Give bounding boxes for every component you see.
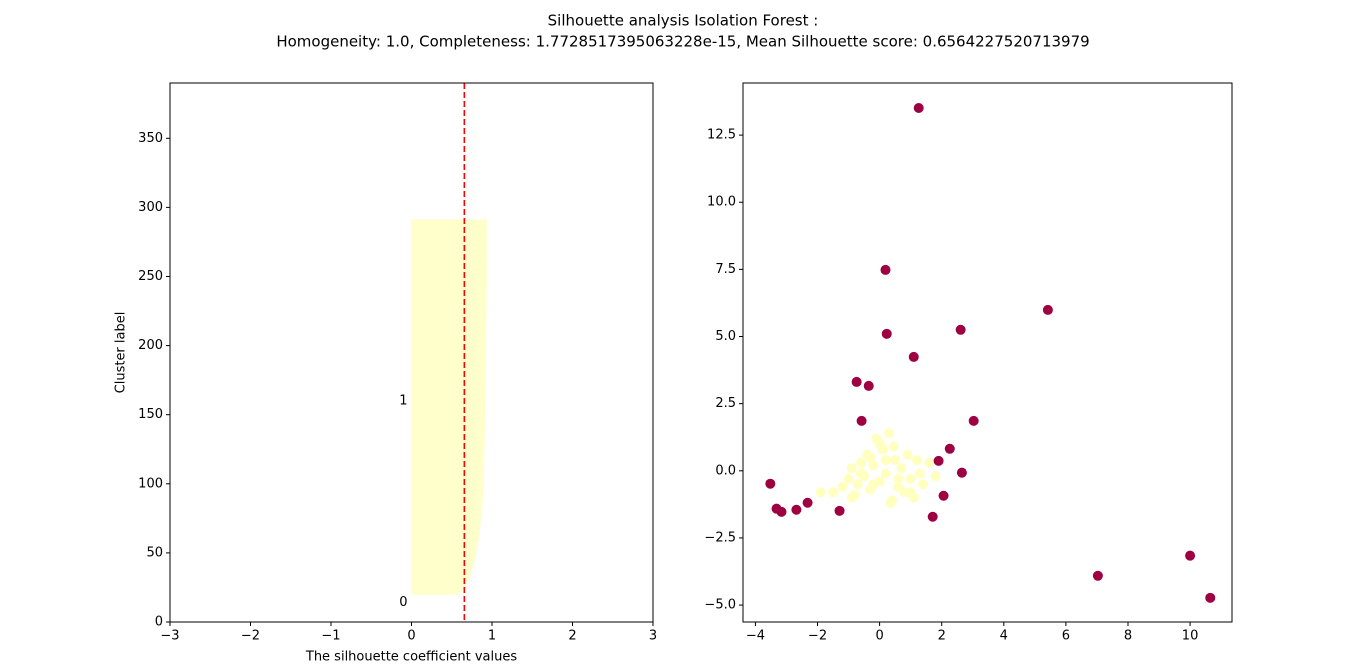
point: [918, 479, 929, 490]
y-tick-label: 0.0: [715, 463, 736, 478]
point: [893, 473, 904, 484]
point: [863, 380, 874, 391]
point: [765, 478, 776, 489]
point: [885, 498, 896, 509]
y-tick-label: 2.5: [715, 396, 736, 411]
y-tick-label: 250: [138, 269, 163, 284]
point: [868, 479, 879, 490]
point: [868, 460, 879, 471]
x-tick-label: 0: [875, 629, 883, 644]
point: [933, 455, 944, 466]
point: [908, 351, 919, 362]
point: [865, 452, 876, 463]
point: [880, 264, 891, 275]
point: [834, 505, 845, 516]
x-tick-label: −3: [160, 629, 179, 644]
point: [874, 438, 885, 449]
y-tick-label: 10.0: [707, 195, 736, 210]
point: [914, 468, 925, 479]
point: [881, 328, 892, 339]
point: [911, 455, 922, 466]
point: [851, 376, 862, 387]
figure-subtitle: Homogeneity: 1.0, Completeness: 1.772851…: [276, 33, 1089, 51]
point: [1185, 550, 1196, 561]
point: [855, 457, 866, 468]
point: [852, 479, 863, 490]
point: [955, 324, 966, 335]
cluster-label: 1: [399, 393, 407, 408]
point: [856, 415, 867, 426]
x-tick-label: 2: [938, 629, 946, 644]
x-tick-label: 1: [488, 629, 496, 644]
point: [776, 506, 787, 517]
point: [927, 511, 938, 522]
point: [846, 463, 857, 474]
y-tick-label: 100: [138, 476, 163, 491]
point: [791, 504, 802, 515]
point: [880, 455, 891, 466]
y-tick-label: 150: [138, 407, 163, 422]
point: [944, 443, 955, 454]
y-tick-label: 300: [138, 200, 163, 215]
point: [888, 441, 899, 452]
y-tick-label: −5.0: [704, 598, 736, 613]
x-tick-label: 3: [649, 629, 657, 644]
x-tick-label: 0: [407, 629, 415, 644]
y-tick-label: 200: [138, 338, 163, 353]
x-tick-label: 2: [568, 629, 576, 644]
point: [902, 449, 913, 460]
point: [905, 473, 916, 484]
x-tick-label: −2: [808, 629, 827, 644]
axes-frame: [742, 82, 1233, 623]
point: [837, 481, 848, 492]
point: [1042, 304, 1053, 315]
y-tick-label: 7.5: [715, 262, 736, 277]
cluster-label: 0: [399, 595, 407, 610]
point: [956, 467, 967, 478]
point: [802, 497, 813, 508]
point: [880, 468, 891, 479]
point: [1205, 592, 1216, 603]
x-tick-label: 8: [1124, 629, 1132, 644]
y-tick-label: 12.5: [707, 128, 736, 143]
x-tick-label: −1: [321, 629, 340, 644]
point: [896, 463, 907, 474]
figure-title: Silhouette analysis Isolation Forest :: [548, 12, 819, 30]
y-tick-label: 0: [155, 615, 163, 630]
point: [924, 457, 935, 468]
point: [968, 415, 979, 426]
x-tick-label: 4: [1000, 629, 1008, 644]
point: [890, 455, 901, 466]
point: [913, 102, 924, 113]
point: [938, 490, 949, 501]
y-tick-label: 350: [138, 131, 163, 146]
point: [1092, 570, 1103, 581]
x-axis-label: The silhouette coefficient values: [305, 650, 517, 664]
point: [883, 428, 894, 439]
y-tick-label: 5.0: [715, 329, 736, 344]
point: [815, 487, 826, 498]
y-tick-label: −2.5: [704, 530, 736, 545]
y-axis-label: Cluster label: [114, 312, 129, 394]
x-tick-label: −4: [746, 629, 765, 644]
point: [828, 487, 839, 498]
point: [843, 473, 854, 484]
point: [846, 492, 857, 503]
x-tick-label: −2: [241, 629, 260, 644]
point: [930, 471, 941, 482]
x-tick-label: 6: [1062, 629, 1070, 644]
y-tick-label: 50: [146, 545, 163, 560]
silhouette-area: [411, 219, 487, 595]
point: [905, 487, 916, 498]
x-tick-label: 10: [1182, 629, 1199, 644]
point: [855, 468, 866, 479]
